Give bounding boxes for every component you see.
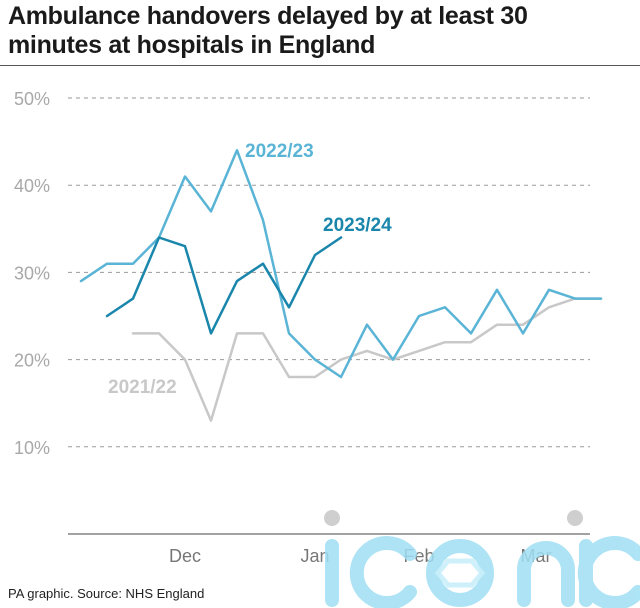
series-line-2021-22 bbox=[131, 297, 603, 422]
series-label-2021-22: 2021/22 bbox=[108, 377, 177, 398]
line-chart: 10%20%30%40%50%Dec Jan Feb Mar 2021/222022/… bbox=[14, 89, 603, 566]
watermark-logo: iconic bbox=[324, 510, 640, 608]
x-tick-label: Jan bbox=[300, 546, 329, 566]
y-tick-label: 30% bbox=[14, 263, 50, 283]
x-tick-label: Dec bbox=[169, 546, 201, 566]
series-label-2023-24: 2023/24 bbox=[323, 215, 392, 236]
series-line-2023-24 bbox=[105, 236, 343, 335]
title-divider bbox=[0, 65, 640, 66]
y-tick-label: 10% bbox=[14, 438, 50, 458]
chart-title: Ambulance handovers delayed by at least … bbox=[8, 2, 528, 59]
y-tick-label: 20% bbox=[14, 351, 50, 371]
y-tick-label: 50% bbox=[14, 89, 50, 109]
series-label-2022-23: 2022/23 bbox=[245, 141, 314, 162]
series-line-2022-23 bbox=[79, 149, 603, 379]
source-note: PA graphic. Source: NHS England bbox=[8, 586, 205, 601]
y-tick-label: 40% bbox=[14, 176, 50, 196]
